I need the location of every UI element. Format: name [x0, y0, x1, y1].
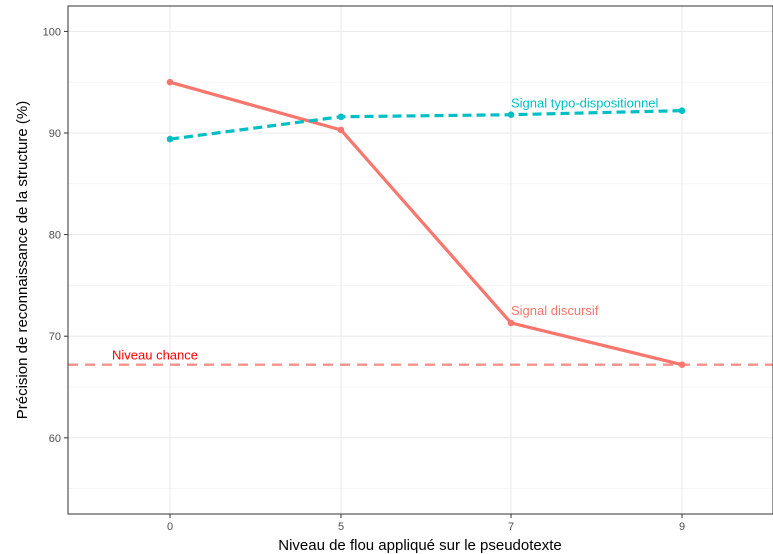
chance-label: Niveau chance	[112, 348, 198, 363]
data-point	[507, 319, 515, 327]
y-tick-label: 90	[49, 128, 61, 140]
grid-minor	[68, 81, 773, 489]
series-line-typo	[169, 109, 683, 141]
axis-ticks: 60 70 80 90 100 0 5 7 9	[43, 26, 685, 533]
y-tick-label: 100	[43, 26, 61, 38]
data-point	[166, 78, 174, 86]
data-point	[678, 107, 686, 114]
grid-major	[68, 6, 773, 514]
data-point	[166, 135, 174, 143]
x-tick-label: 7	[508, 521, 514, 533]
data-point	[678, 361, 686, 368]
plot-border	[67, 5, 773, 515]
annotations: Niveau chance Signal discursif Signal typo…	[112, 96, 659, 363]
series-line-discursif	[169, 80, 683, 367]
series-layer	[166, 78, 686, 368]
data-point	[507, 111, 515, 119]
data-point	[337, 126, 345, 134]
y-tick-label: 80	[49, 230, 61, 242]
x-axis-title: Niveau de flou appliqué sur le pseudotex…	[278, 537, 562, 554]
data-point	[337, 113, 345, 121]
y-tick-label: 70	[49, 331, 61, 343]
y-axis-title: Précision de reconnaissance de la struct…	[14, 101, 31, 420]
x-tick-label: 0	[167, 521, 173, 533]
x-tick-label: 9	[679, 521, 685, 533]
y-tick-label: 60	[49, 433, 61, 445]
series-label-discursif: Signal discursif	[511, 303, 599, 318]
series-label-typo: Signal typo-dispositionnel	[511, 96, 659, 111]
x-tick-label: 5	[338, 521, 344, 533]
